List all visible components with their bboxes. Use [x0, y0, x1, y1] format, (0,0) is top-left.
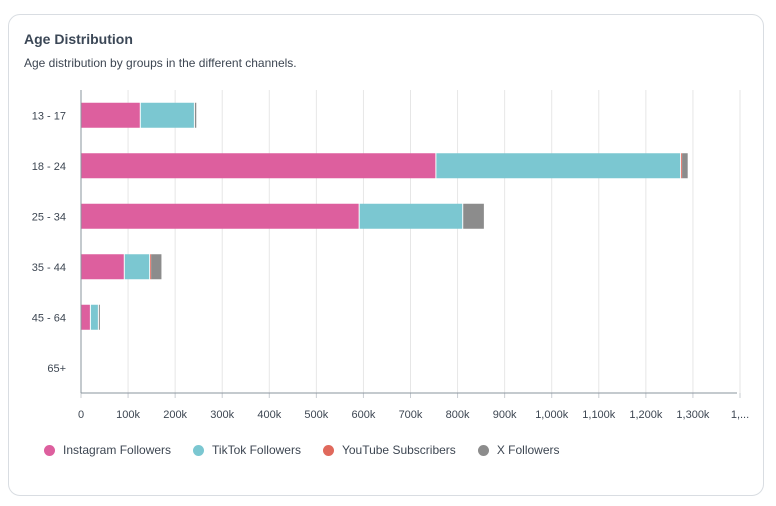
x-tick-label: 1,300k — [676, 409, 710, 421]
legend-label: X Followers — [496, 443, 560, 457]
bar-x-followers — [463, 203, 484, 229]
legend-dot-icon — [477, 444, 489, 456]
x-tick-label: 1,000k — [535, 409, 569, 421]
bar-tiktok-followers — [140, 102, 194, 128]
bar-youtube-subscribers — [681, 153, 683, 179]
bar-tiktok-followers — [124, 254, 150, 280]
y-category-label: 25 - 34 — [32, 211, 66, 223]
x-tick-label: 400k — [257, 409, 281, 421]
bar-youtube-subscribers — [150, 254, 152, 280]
chart-subtitle: Age distribution by groups in the differ… — [24, 56, 297, 70]
bar-tiktok-followers — [359, 203, 463, 229]
y-category-label: 45 - 64 — [32, 312, 66, 324]
x-tick-label: 100k — [116, 409, 140, 421]
bar-instagram-followers — [81, 153, 436, 179]
y-category-label: 18 - 24 — [32, 161, 66, 173]
y-category-label: 13 - 17 — [32, 110, 66, 122]
x-tick-label: 200k — [163, 409, 187, 421]
y-category-label: 65+ — [47, 363, 66, 375]
legend-dot-icon — [44, 444, 55, 456]
x-tick-label: 800k — [446, 409, 470, 421]
chart-title: Age Distribution — [24, 31, 133, 47]
bar-instagram-followers — [81, 304, 90, 330]
x-tick-label: 600k — [351, 409, 375, 421]
x-tick-label: 1,... — [731, 409, 749, 421]
x-tick-label: 900k — [493, 409, 517, 421]
x-tick-label: 1,100k — [582, 409, 616, 421]
legend-item[interactable]: Instagram Followers — [44, 443, 171, 457]
bar-tiktok-followers — [436, 153, 681, 179]
y-category-label: 35 - 44 — [32, 262, 66, 274]
x-tick-label: 700k — [399, 409, 423, 421]
bar-instagram-followers — [81, 254, 124, 280]
legend-dot-icon — [322, 444, 334, 456]
chart-card — [8, 14, 764, 496]
bar-x-followers — [151, 254, 162, 280]
legend-label: YouTube Subscribers — [341, 443, 456, 457]
legend: Instagram Followers TikTok Followers YouTu… — [44, 443, 582, 457]
legend-item[interactable]: YouTube Subscribers — [322, 443, 456, 457]
legend-item[interactable]: X Followers — [477, 443, 560, 457]
x-tick-label: 500k — [304, 409, 328, 421]
bar-x-followers — [682, 153, 688, 179]
bar-x-followers — [194, 102, 197, 128]
legend-dot-icon — [193, 444, 205, 456]
bar-instagram-followers — [81, 203, 359, 229]
legend-label: TikTok Followers — [212, 443, 301, 457]
bar-x-followers — [98, 304, 100, 330]
x-tick-label: 1,200k — [629, 409, 663, 421]
x-tick-label: 0 — [78, 409, 84, 421]
legend-label: Instagram Followers — [63, 443, 172, 457]
bar-tiktok-followers — [90, 304, 98, 330]
x-tick-label: 300k — [210, 409, 234, 421]
bar-instagram-followers — [81, 102, 140, 128]
legend-item[interactable]: TikTok Followers — [193, 443, 301, 457]
